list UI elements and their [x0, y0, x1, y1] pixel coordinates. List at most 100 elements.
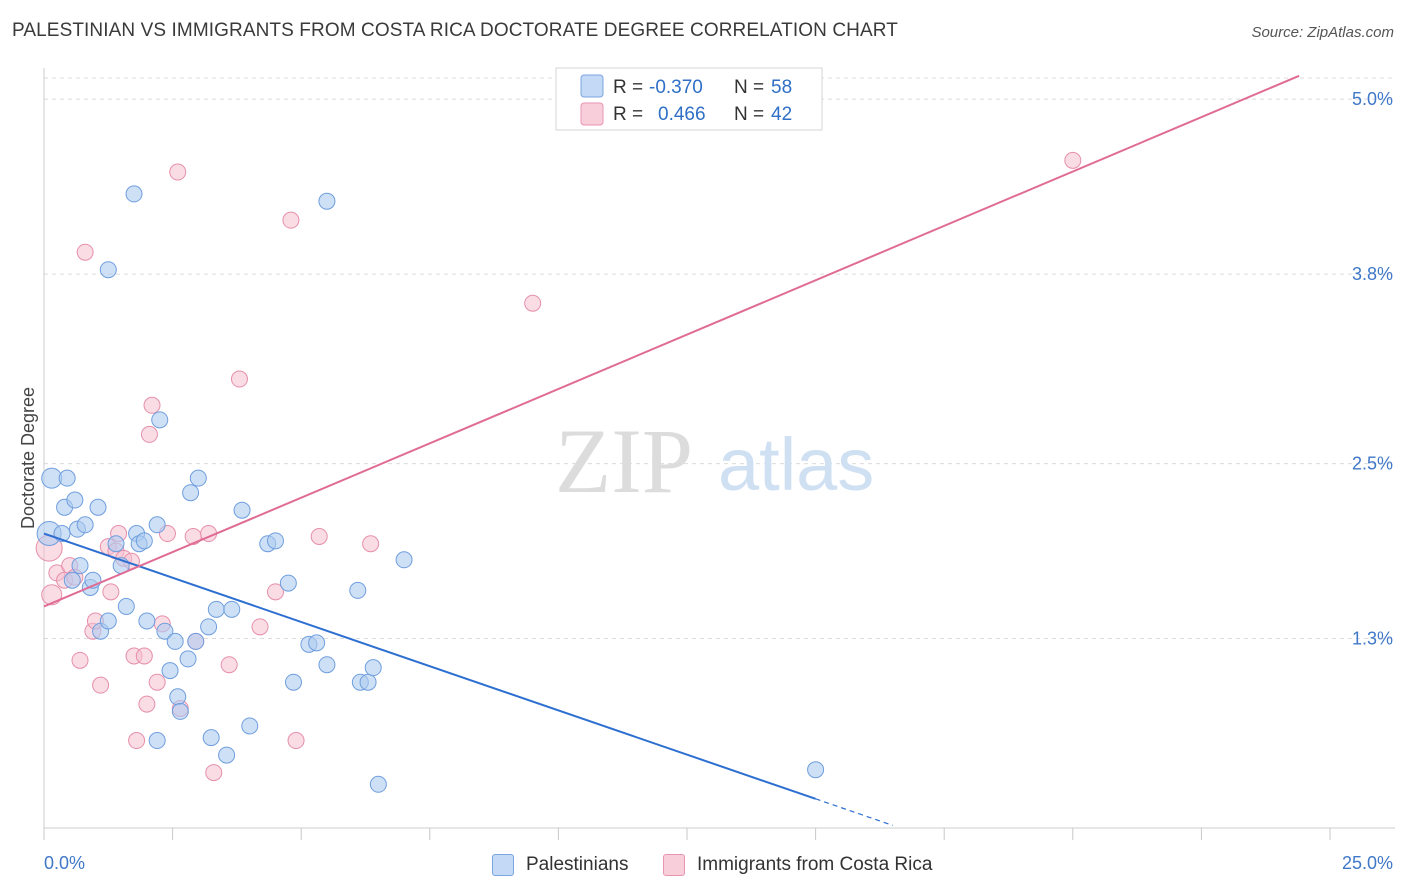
costa-rica-point	[143, 396, 161, 414]
bottom-legend-costa-rica[interactable]: Immigrants from Costa Rica	[663, 852, 932, 878]
costa-rica-swatch	[663, 854, 685, 876]
watermark: ZIP atlas	[555, 410, 874, 512]
x-tick-min: 0.0%	[44, 853, 85, 873]
legend-r-value-1: -0.370	[649, 77, 703, 98]
costa-rica-point	[140, 425, 158, 443]
legend-swatch-palestinians	[580, 74, 604, 98]
palestinian-point	[71, 557, 89, 575]
palestinian-point	[266, 532, 284, 550]
palestinian-points	[36, 185, 825, 793]
costa-rica-point	[230, 370, 248, 388]
stats-legend: R = -0.370 N = 58 R = 0.466 N = 42	[555, 67, 823, 131]
palestinian-point	[107, 535, 125, 553]
palestinian-point	[125, 185, 143, 203]
palestinian-point	[279, 574, 297, 592]
costa-rica-point	[362, 535, 380, 553]
watermark-zip: ZIP	[555, 410, 693, 512]
y-tick-label-0: 1.3%	[1352, 629, 1393, 649]
costa-rica-point	[524, 294, 542, 312]
y-tick-label-3: 5.0%	[1352, 89, 1393, 109]
palestinian-point	[89, 498, 107, 516]
palestinian-point	[148, 732, 166, 750]
bottom-legend: Palestinians Immigrants from Costa Rica	[0, 848, 1406, 882]
palestinian-point	[117, 597, 135, 615]
legend-swatch-costa-rica	[580, 102, 604, 126]
palestinian-point	[156, 622, 174, 640]
costa-rica-trend-line	[43, 74, 1300, 608]
palestinian-point	[318, 192, 336, 210]
costa-rica-point	[1064, 151, 1082, 169]
legend-n-value-1: 58	[771, 77, 792, 98]
chart-title: PALESTINIAN VS IMMIGRANTS FROM COSTA RIC…	[12, 20, 898, 41]
palestinian-point	[207, 600, 225, 618]
costa-rica-point	[169, 163, 187, 181]
palestinian-point	[63, 571, 81, 589]
costa-rica-point	[102, 583, 120, 601]
costa-rica-point	[128, 732, 146, 750]
palestinian-point	[308, 634, 326, 652]
legend-n-value-2: 42	[771, 104, 792, 125]
legend-r-label-1: R =	[613, 77, 643, 98]
costa-rica-point	[148, 673, 166, 691]
palestinian-point	[135, 532, 153, 550]
palestinian-point	[58, 469, 76, 487]
palestinians-swatch	[492, 854, 514, 876]
y-axis-label: Doctorate Degree	[18, 387, 38, 529]
palestinian-point	[138, 612, 156, 630]
costa-rica-point	[251, 618, 269, 636]
y-tick-label-1: 2.5%	[1352, 454, 1393, 474]
palestinian-point	[223, 600, 241, 618]
costa-rica-label: Immigrants from Costa Rica	[697, 854, 933, 875]
palestinians-label: Palestinians	[526, 854, 629, 875]
palestinian-point	[218, 746, 236, 764]
grid-lines	[44, 77, 1395, 639]
costa-rica-point	[92, 676, 110, 694]
palestinian-trend-line	[43, 532, 816, 800]
costa-rica-point	[135, 647, 153, 665]
costa-rica-point	[266, 583, 284, 601]
y-tick-label-2: 3.8%	[1352, 264, 1393, 284]
costa-rica-point	[220, 656, 238, 674]
palestinian-point	[395, 551, 413, 569]
costa-rica-point	[310, 527, 328, 545]
costa-rica-point	[76, 243, 94, 261]
palestinian-point	[182, 484, 200, 502]
palestinian-point	[99, 612, 117, 630]
watermark-atlas: atlas	[718, 423, 874, 506]
palestinian-point	[66, 491, 84, 509]
palestinian-point	[187, 632, 205, 650]
costa-rica-point	[138, 695, 156, 713]
trend-lines	[43, 74, 1300, 826]
palestinian-point	[161, 662, 179, 680]
costa-rica-point	[205, 764, 223, 782]
legend-n-label-2: N =	[734, 104, 764, 125]
palestinian-point	[318, 656, 336, 674]
legend-n-label-1: N =	[734, 77, 764, 98]
palestinian-point	[364, 659, 382, 677]
axes	[43, 68, 1395, 840]
palestinian-point	[169, 688, 187, 706]
costa-rica-point	[41, 584, 63, 606]
costa-rica-points	[35, 151, 1082, 782]
palestinian-point	[200, 618, 218, 636]
costa-rica-point	[287, 732, 305, 750]
palestinian-point	[151, 411, 169, 429]
x-tick-max: 25.0%	[1342, 853, 1393, 873]
palestinian-point	[359, 673, 377, 691]
y-tick-labels: 1.3% 2.5% 3.8% 5.0%	[1352, 89, 1393, 648]
palestinian-point	[202, 729, 220, 747]
palestinian-point	[76, 516, 94, 534]
palestinian-point	[349, 581, 367, 599]
palestinian-point	[179, 650, 197, 668]
legend-r-label-2: R =	[613, 104, 643, 125]
palestinian-point	[369, 775, 387, 793]
palestinian-point	[284, 673, 302, 691]
legend-r-value-2: 0.466	[658, 104, 706, 125]
palestinian-point	[99, 261, 117, 279]
source-label: Source: ZipAtlas.com	[1251, 24, 1394, 41]
palestinian-point	[189, 469, 207, 487]
palestinian-point	[166, 632, 184, 650]
palestinian-point	[171, 702, 189, 720]
bottom-legend-palestinians[interactable]: Palestinians	[492, 852, 628, 878]
